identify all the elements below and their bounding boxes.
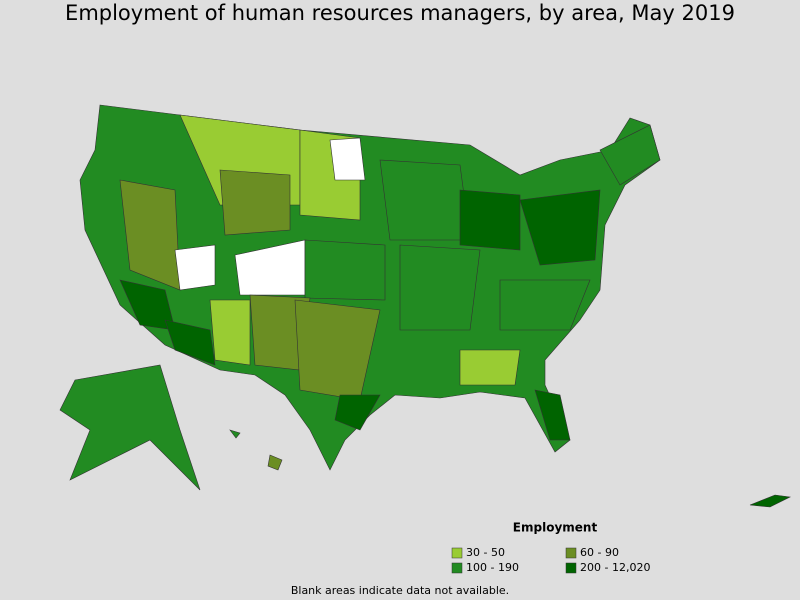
legend-swatch: [451, 547, 463, 559]
us-map: [59, 104, 792, 508]
legend-label: 60 - 90: [580, 546, 619, 559]
legend-swatch: [451, 562, 463, 574]
legend-swatch: [565, 547, 577, 559]
legend-title: Employment: [513, 521, 598, 535]
map-title: Employment of human resources managers, …: [65, 1, 735, 25]
footnote: Blank areas indicate data not available.: [291, 584, 509, 597]
legend-label: 100 - 190: [466, 561, 519, 574]
legend-swatch: [565, 562, 577, 574]
legend: 30 - 50 60 - 90 100 - 190 200 - 12,020: [451, 546, 650, 574]
legend-label: 200 - 12,020: [580, 561, 650, 574]
legend-label: 30 - 50: [466, 546, 505, 559]
